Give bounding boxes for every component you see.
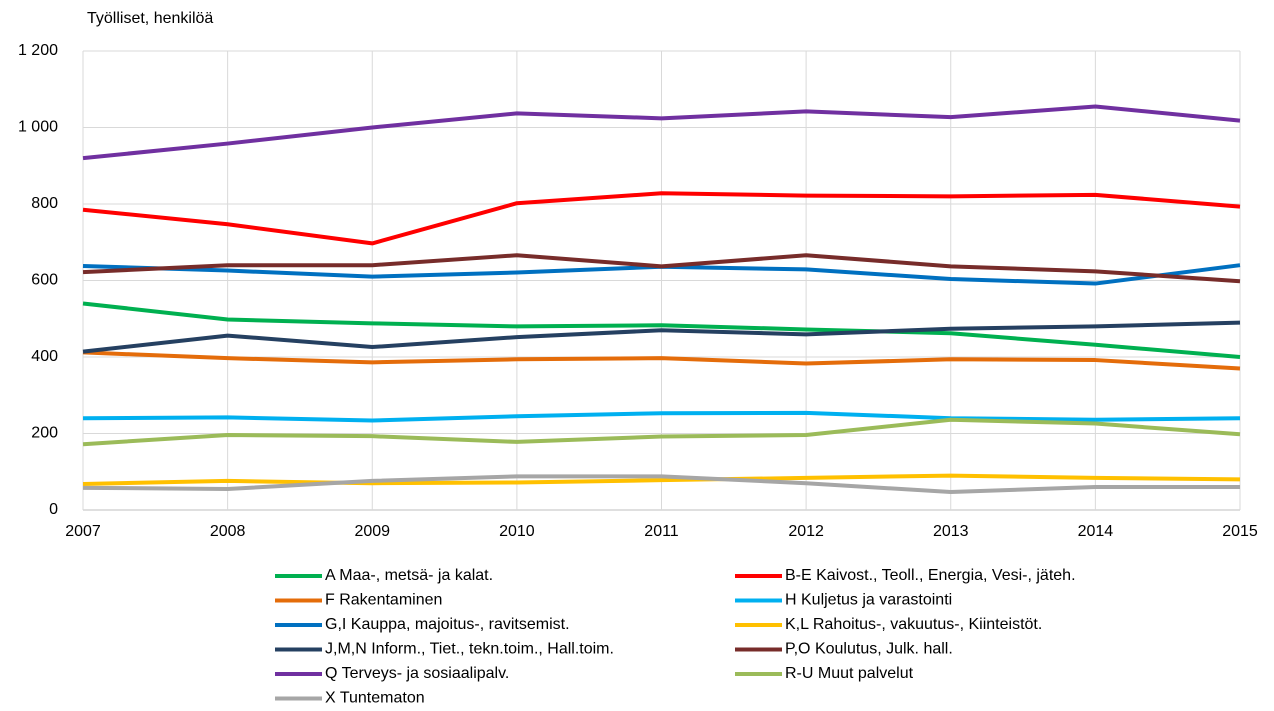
legend-label: P,O Koulutus, Julk. hall. [785,641,953,658]
legend-label: Q Terveys- ja sosiaalipalv. [325,665,509,682]
x-tick-label: 2011 [644,523,679,540]
legend-label: F Rakentaminen [325,592,442,609]
series-line [82,350,1241,371]
x-tick-label: 2015 [1222,523,1258,540]
legend-label: B-E Kaivost., Teoll., Energia, Vesi-, jä… [785,567,1076,584]
y-tick-label: 1 200 [18,42,58,59]
series-line [82,410,1241,423]
y-tick-label: 800 [31,195,58,212]
x-tick-label: 2009 [354,523,390,540]
series-line [82,473,1241,486]
y-tick-label: 1 000 [18,119,58,136]
x-tick-label: 2012 [788,523,824,540]
y-tick-label: 600 [31,272,58,289]
series-line [82,301,1241,359]
x-tick-label: 2014 [1078,523,1114,540]
series-line [82,253,1241,284]
series-line [82,474,1240,495]
legend-label: J,M,N Inform., Tiet., tekn.toim., Hall.t… [325,641,614,658]
legend-label: X Tuntematon [325,690,425,707]
series-line [82,417,1241,447]
x-tick-label: 2008 [210,523,246,540]
series-line [82,104,1241,161]
series-line [82,191,1241,246]
y-tick-label: 200 [31,425,58,442]
x-tick-label: 2010 [499,523,535,540]
legend-label: G,I Kauppa, majoitus-, ravitsemist. [325,616,570,633]
y-tick-label: 400 [31,348,58,365]
legend-label: R-U Muut palvelut [785,665,914,682]
x-tick-label: 2013 [933,523,969,540]
legend-label: H Kuljetus ja varastointi [785,592,952,609]
legend-label: A Maa-, metsä- ja kalat. [325,567,493,584]
legend-label: K,L Rahoitus-, vakuutus-, Kiinteistöt. [785,616,1042,633]
series-line [82,320,1241,354]
y-axis-label: Työlliset, henkilöä [87,10,213,27]
x-tick-label: 2007 [65,523,101,540]
y-tick-label: 0 [49,501,58,518]
